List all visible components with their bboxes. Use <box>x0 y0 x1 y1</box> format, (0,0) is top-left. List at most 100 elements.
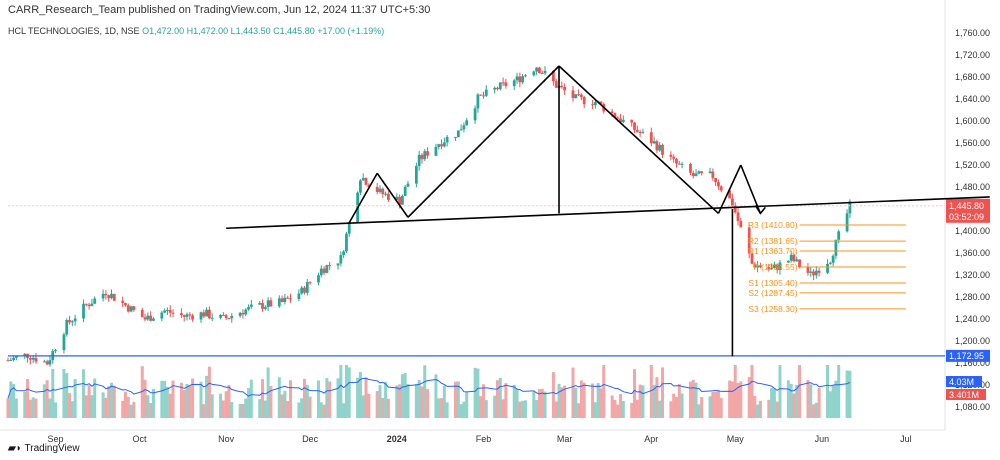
candle-body <box>143 317 147 320</box>
volume-bar <box>476 368 480 418</box>
volume-bar <box>560 387 564 418</box>
volume-bar <box>244 398 248 418</box>
tradingview-logo-icon: ▰◗ <box>8 443 25 454</box>
candle-body <box>62 334 66 351</box>
candle-body <box>535 67 539 72</box>
volume-bar <box>630 402 634 418</box>
volume-bar <box>417 380 421 418</box>
volume-ma-badge <box>946 376 982 387</box>
candle-body <box>717 182 720 187</box>
volume-bar <box>778 365 782 418</box>
volume-bar <box>149 402 153 418</box>
volume-bar <box>756 404 760 418</box>
volume-bar <box>817 387 821 418</box>
volume-bar <box>837 365 841 418</box>
volume-bar <box>51 368 55 418</box>
volume-bar <box>12 384 16 418</box>
volume-bar <box>579 380 583 418</box>
volume-bar <box>288 380 292 418</box>
volume-bar <box>90 395 94 418</box>
candle-body <box>423 151 427 160</box>
candle-body <box>753 263 757 268</box>
candle-body <box>210 317 214 319</box>
candle-body <box>524 75 527 77</box>
volume-bar <box>62 369 66 418</box>
candle-body <box>837 231 841 240</box>
volume-bar <box>445 402 449 418</box>
candle-body <box>166 309 169 311</box>
volume-bar <box>277 377 281 418</box>
candle-body <box>633 122 636 131</box>
candle-body <box>129 306 133 312</box>
volume-bar <box>537 389 541 418</box>
time-tick-label: May <box>727 434 745 444</box>
volume-bar <box>132 401 136 418</box>
price-tick-label: 1,480.00 <box>955 182 990 192</box>
volume-bar <box>297 402 301 418</box>
volume-bar <box>591 383 595 418</box>
volume-bar <box>498 377 502 418</box>
volume-bar <box>775 401 779 418</box>
volume-bar <box>9 381 13 418</box>
candle-body <box>339 255 343 264</box>
tradingview-brand[interactable]: ▰◗ TradingView <box>8 443 80 454</box>
volume-bar <box>812 404 816 418</box>
volume-bar <box>308 396 312 418</box>
volume-bar <box>68 393 72 418</box>
candle-body <box>496 87 499 90</box>
volume-bar <box>493 395 497 418</box>
volume-bar <box>697 404 701 418</box>
candle-body <box>386 193 390 200</box>
volume-last-badge <box>946 389 986 400</box>
candle-body <box>552 70 555 82</box>
volume-bar <box>31 397 35 418</box>
volume-bar <box>582 382 586 418</box>
symbol-title: HCL TECHNOLOGIES, 1D, NSE <box>8 26 140 36</box>
candle-body <box>266 300 270 308</box>
volume-bar <box>364 377 368 418</box>
candle-body <box>384 193 387 195</box>
candle-body <box>249 304 253 307</box>
volume-bar <box>459 404 463 418</box>
volume-bar <box>753 395 757 418</box>
countdown-label: 03:52:09 <box>949 212 984 222</box>
time-tick-label: Jul <box>900 434 912 444</box>
volume-bar <box>501 399 505 418</box>
candle-body <box>342 251 346 256</box>
volume-bar <box>65 373 69 418</box>
volume-bar <box>795 384 799 418</box>
candle-body <box>73 318 77 322</box>
candle-body <box>132 306 136 310</box>
candle-body <box>112 293 116 301</box>
volume-bar <box>848 370 852 418</box>
candle-body <box>364 178 368 185</box>
candle-body <box>459 129 463 131</box>
volume-bar <box>543 391 547 418</box>
candle-body <box>775 264 779 270</box>
candle-body <box>437 144 441 147</box>
candle-body <box>786 260 790 263</box>
volume-bar <box>677 384 681 418</box>
symbol-legend: HCL TECHNOLOGIES, 1D, NSE O1,472.00 H1,4… <box>8 26 384 36</box>
volume-bar <box>87 385 91 418</box>
time-tick-label: Dec <box>302 434 319 444</box>
volume-bar <box>828 391 832 418</box>
volume-bar <box>733 365 737 418</box>
candle-body <box>655 141 659 151</box>
candle-body <box>538 67 541 74</box>
tradingview-logo-text: TradingView <box>24 443 80 454</box>
candle-body <box>476 94 480 109</box>
candle-body <box>484 89 488 96</box>
volume-bar <box>34 398 38 418</box>
volume-bar <box>367 393 371 418</box>
candle-body <box>638 131 642 134</box>
candle-body <box>826 263 829 273</box>
candle-body <box>812 271 815 276</box>
volume-bar <box>495 380 499 418</box>
candle-body <box>31 357 35 360</box>
volume-bar <box>711 391 715 418</box>
candle-body <box>440 144 443 147</box>
price-tick-label: 1,720.00 <box>955 50 990 60</box>
volume-bar <box>593 402 597 418</box>
